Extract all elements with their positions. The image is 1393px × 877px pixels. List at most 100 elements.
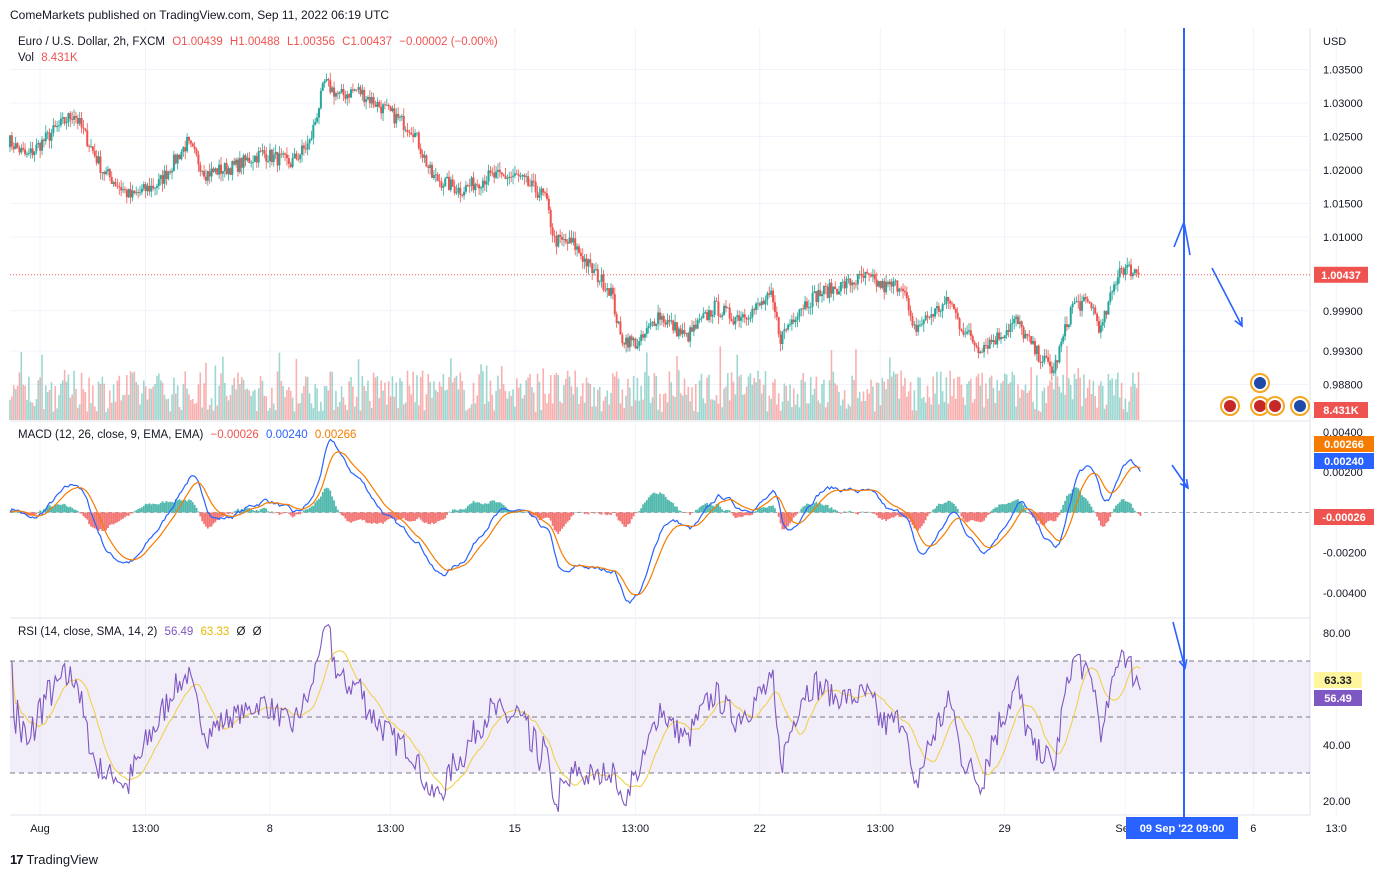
volume-bar (696, 411, 699, 420)
tradingview-footer[interactable]: 17 TradingView (10, 852, 98, 867)
candle-body (777, 317, 780, 335)
macd-histogram-bar (125, 512, 128, 516)
macd-histogram-bar (165, 500, 168, 513)
volume-bar (646, 352, 648, 420)
volume-bar (932, 376, 934, 420)
volume-bar (710, 399, 712, 420)
candle-body (951, 303, 954, 305)
volume-bar (256, 411, 258, 420)
candle-body (231, 161, 234, 175)
volume-bar (523, 395, 526, 420)
candle-body (1133, 269, 1136, 274)
macd-histogram-bar (135, 510, 138, 513)
candle-body (203, 171, 206, 177)
volume-bar (1098, 385, 1100, 420)
macd-histogram-bar (1043, 512, 1046, 526)
candle-body (568, 237, 571, 244)
candle-body (659, 312, 661, 320)
candle-body (197, 154, 200, 165)
volume-bar (195, 402, 198, 420)
candle-body (692, 324, 695, 332)
volume-bar (751, 384, 754, 420)
volume-bar (467, 409, 469, 420)
macd-histogram-bar (1047, 512, 1050, 522)
volume-bar (1071, 399, 1074, 420)
macd-histogram-bar (689, 512, 692, 516)
volume-bar (911, 410, 914, 420)
candle-body (854, 284, 857, 286)
candle-body (883, 280, 886, 293)
candle-body (775, 311, 778, 318)
candle-body (971, 336, 974, 343)
macd-histogram-bar (351, 512, 354, 522)
macd-histogram-bar (683, 512, 686, 513)
volume-bar (525, 380, 528, 420)
candle-body (363, 89, 366, 102)
macd-histogram-bar (992, 509, 995, 513)
macd-histogram-bar (449, 512, 452, 513)
volume-bar (304, 376, 307, 420)
candle-body (958, 318, 961, 330)
candle-body (928, 317, 931, 319)
volume-bar (1049, 380, 1051, 420)
volume-bar (272, 403, 275, 420)
volume-bar (634, 400, 637, 420)
macd-value-badge-label: 0.00266 (1324, 439, 1364, 451)
candle-body (353, 89, 356, 91)
candle-body (711, 314, 714, 317)
volume-bar (493, 410, 496, 420)
candle-body (114, 182, 117, 186)
candle-body (828, 282, 831, 298)
macd-histogram-bar (602, 512, 605, 513)
candle-body (470, 177, 473, 186)
candle-body (553, 235, 556, 237)
volume-bar (9, 399, 11, 420)
candle-body (252, 162, 255, 163)
volume-bar (583, 402, 586, 420)
candle-body (930, 314, 933, 318)
eu-flag-icon (1290, 396, 1310, 416)
macd-histogram-bar (1024, 510, 1027, 513)
candle-body (1092, 307, 1095, 309)
volume-bar (506, 398, 509, 420)
candle-body (817, 290, 820, 303)
volume-bar (173, 377, 175, 420)
macd-histogram-bar (1054, 512, 1057, 521)
volume-bar (870, 379, 872, 420)
macd-histogram-bar (254, 510, 256, 513)
candle-body (270, 149, 273, 163)
macd-histogram-bar (468, 504, 471, 513)
volume-bar (504, 391, 507, 420)
volume-bar (1084, 398, 1087, 420)
volume-bar (1015, 406, 1017, 420)
macd-histogram-bar (384, 512, 386, 522)
candle-body (645, 328, 648, 334)
candle-body (758, 303, 761, 306)
us-flag-icon-center (1269, 400, 1281, 412)
candle-body (764, 299, 767, 305)
volume-bar (372, 372, 375, 420)
symbol-label: Euro / U.S. Dollar, 2h, FXCM (18, 36, 165, 48)
candle-body (779, 334, 782, 344)
volume-bar (661, 411, 663, 420)
volume-bar (423, 410, 426, 420)
candle-body (792, 319, 795, 323)
volume-bar (425, 394, 428, 420)
volume-bar (555, 372, 558, 420)
volume-bar (146, 399, 149, 420)
macd-histogram-bar (436, 512, 439, 522)
candle-body (10, 135, 13, 147)
candle-body (770, 290, 773, 295)
candle-body (487, 170, 490, 182)
candle-body (95, 156, 98, 164)
candle-body (611, 287, 614, 295)
volume-bar (174, 393, 177, 420)
volume-bar (263, 395, 266, 420)
macd-histogram-bar (1030, 512, 1033, 515)
volume-bar (719, 346, 722, 420)
macd-histogram-bar (410, 512, 413, 522)
candle-body (623, 343, 626, 345)
volume-bar (1054, 355, 1057, 420)
candle-body (37, 142, 40, 145)
